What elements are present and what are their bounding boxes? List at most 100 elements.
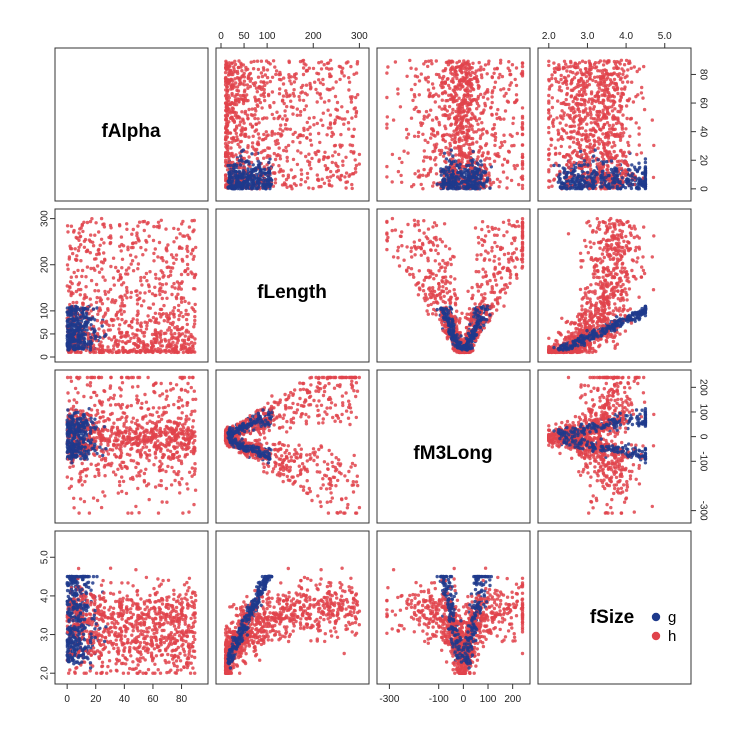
- data-point-h: [273, 181, 278, 185]
- data-point-h: [338, 178, 343, 182]
- data-point-h: [457, 147, 462, 152]
- data-point-h: [452, 140, 457, 144]
- data-point-h: [331, 154, 335, 158]
- data-point-h: [298, 140, 302, 145]
- data-point-h: [309, 143, 314, 147]
- data-point-h: [334, 161, 338, 165]
- data-point-h: [248, 84, 252, 89]
- data-point-h: [241, 128, 245, 132]
- data-point-h: [337, 152, 341, 157]
- data-point-h: [284, 145, 288, 150]
- data-point-h: [472, 116, 476, 120]
- data-point-h: [249, 77, 253, 81]
- data-point-h: [592, 62, 597, 67]
- data-point-h: [243, 111, 247, 116]
- data-point-h: [635, 69, 639, 74]
- data-point-h: [302, 107, 307, 112]
- data-point-h: [225, 168, 230, 172]
- data-point-h: [610, 73, 614, 77]
- data-point-h: [450, 111, 455, 115]
- data-point-h: [297, 133, 301, 137]
- data-point-h: [295, 113, 299, 118]
- data-point-h: [329, 175, 333, 179]
- data-point-h: [621, 72, 625, 77]
- data-point-h: [519, 175, 523, 180]
- data-point-h: [652, 143, 656, 148]
- data-point-h: [224, 117, 229, 121]
- data-point-h: [564, 97, 568, 102]
- data-point-h: [328, 122, 333, 127]
- data-point-h: [620, 87, 624, 91]
- data-point-h: [585, 122, 589, 126]
- data-point-h: [385, 126, 389, 130]
- data-point-h: [285, 118, 289, 122]
- data-point-h: [301, 83, 305, 88]
- data-point-h: [469, 85, 473, 89]
- data-point-h: [421, 173, 425, 177]
- data-point-h: [550, 96, 554, 100]
- data-point-h: [229, 77, 234, 82]
- data-point-h: [431, 184, 435, 188]
- data-point-h: [402, 149, 406, 153]
- data-point-h: [422, 62, 426, 66]
- data-point-h: [335, 108, 340, 112]
- data-point-h: [246, 116, 250, 121]
- data-point-h: [308, 132, 312, 136]
- data-point-h: [239, 94, 243, 98]
- data-point-h: [346, 60, 350, 64]
- data-point-h: [440, 98, 444, 102]
- data-point-h: [500, 163, 505, 167]
- data-point-h: [347, 174, 351, 178]
- data-point-h: [225, 89, 230, 93]
- data-point-h: [281, 174, 285, 178]
- data-point-h: [568, 145, 572, 149]
- data-point-h: [312, 123, 316, 127]
- data-point-h: [344, 171, 349, 175]
- data-point-h: [353, 106, 357, 110]
- data-point-h: [493, 143, 497, 148]
- data-point-h: [622, 62, 627, 67]
- data-point-h: [507, 60, 511, 64]
- data-point-h: [619, 166, 624, 171]
- data-point-h: [230, 93, 234, 97]
- data-point-h: [330, 160, 334, 165]
- data-point-h: [323, 150, 327, 154]
- data-point-h: [588, 110, 593, 114]
- data-point-h: [422, 149, 426, 153]
- data-point-h: [266, 133, 270, 137]
- data-point-h: [275, 154, 279, 158]
- data-point-h: [486, 150, 490, 154]
- data-point-h: [409, 116, 414, 120]
- data-point-h: [455, 61, 459, 65]
- panel-frame-fLength-fSize: [537, 208, 692, 363]
- data-point-h: [460, 62, 465, 66]
- data-point-h: [588, 106, 592, 110]
- data-point-h: [570, 151, 575, 155]
- data-point-g: [627, 442, 631, 446]
- data-point-h: [355, 60, 360, 64]
- data-point-h: [281, 94, 286, 98]
- data-point-h: [578, 126, 582, 130]
- data-point-h: [481, 95, 486, 99]
- data-point-h: [601, 126, 605, 130]
- data-point-h: [263, 148, 267, 153]
- data-point-h: [650, 118, 654, 122]
- data-point-h: [255, 147, 259, 152]
- data-point-h: [490, 91, 494, 95]
- data-point-h: [326, 155, 331, 159]
- data-point-h: [223, 94, 228, 98]
- data-point-h: [345, 180, 350, 184]
- data-point-h: [582, 90, 586, 95]
- data-point-h: [256, 104, 260, 109]
- data-point-h: [423, 155, 427, 159]
- data-point-h: [547, 99, 551, 103]
- data-point-h: [346, 121, 351, 125]
- data-point-h: [520, 152, 525, 157]
- data-point-g: [250, 152, 254, 156]
- data-point-h: [550, 76, 554, 81]
- data-point-h: [296, 149, 300, 153]
- data-point-h: [249, 60, 253, 64]
- data-point-h: [302, 128, 306, 132]
- data-point-h: [454, 153, 458, 157]
- data-point-h: [515, 163, 519, 168]
